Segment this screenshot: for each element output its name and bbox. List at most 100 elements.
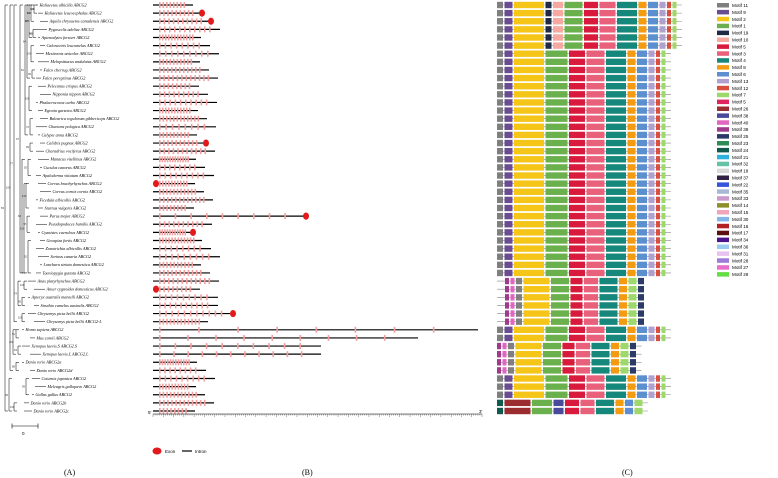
exon-block [184,164,186,171]
bootstrap-value: 99 [27,11,30,15]
motif-legend-swatch [717,127,729,132]
bootstrap-value: 97 [16,137,19,141]
motif-box [648,156,655,163]
motif-box [638,18,647,25]
motif-box [627,156,636,163]
exon-block [176,2,179,8]
motif-box [661,131,666,139]
exon-block [189,34,191,41]
motif-box [545,18,552,25]
exon-block [164,367,166,374]
exon-block [159,383,161,390]
motif-legend-swatch [717,216,729,222]
species-label: Haliaeetus leucocephalus ABCG2 [44,11,102,16]
motif-box [545,91,568,98]
motif-box [497,156,503,163]
motif-box [638,286,644,293]
motif-box [523,302,550,309]
motif-box [611,350,619,358]
motif-box [637,164,647,171]
exon-block [165,383,167,390]
motif-box [661,221,666,228]
motif-box [648,139,655,147]
motif-legend-swatch [717,106,729,111]
motif-box [569,83,585,90]
exon-block [195,391,197,398]
motif-box [497,342,501,350]
bootstrap-value: 95 [5,393,8,397]
exon-block [191,269,194,276]
exon-block [192,91,195,98]
motif-box [497,350,501,358]
motif-box [514,99,544,106]
motif-box [545,204,568,212]
species-label: Meleagris gallopavo ABCG2 [47,384,97,389]
exon-block [162,318,165,325]
exon-block [187,188,189,195]
motif-box [611,342,619,350]
exon-block [164,172,167,179]
exon-block [159,2,161,8]
species-label: Apteryx australis mantelli ABCG2 [31,295,90,300]
motif-box [514,91,544,98]
species-label: Nipponia nippon ABCG2 [52,92,95,97]
exon-block [173,115,175,122]
motif-legend-swatch [717,272,729,277]
motif-box [497,26,503,33]
motif-box [545,74,568,82]
motif-box [545,269,568,277]
motif-box [615,399,624,407]
motif-box [656,375,660,382]
motif-box [586,180,605,187]
motif-box [584,18,598,25]
exon-block [187,399,190,406]
motif-box [504,399,531,407]
exon-block [166,229,169,236]
motif-box [591,350,610,358]
exon-block [159,399,161,406]
exon-block [195,278,197,285]
exon-block [199,399,202,406]
motif-box [586,91,605,98]
motif-box [545,245,568,252]
motif-box [606,196,626,204]
motif-box [648,204,655,212]
exon-block [189,164,191,171]
motif-box [586,237,605,244]
motif-box [569,172,585,179]
motif-box [523,294,550,301]
bootstrap-value: 99 [22,385,25,389]
motif-box [627,221,636,228]
motif-legend-label: Motif 22 [732,182,749,187]
motif-box [619,294,627,301]
exon-block [180,302,182,309]
motif-box [497,367,501,374]
motif-box [627,253,636,260]
motif-box [586,269,605,277]
motif-box [586,139,605,147]
exon-block [162,391,165,398]
exon-block [176,188,179,195]
exon-block [159,318,161,325]
species-label: Ficedula albicollis ABCG2 [39,197,86,202]
motif-legend-label: Motif 8 [732,65,746,70]
motif-box [619,302,627,309]
motif-legend-label: Motif 37 [732,176,749,181]
exon-block [159,107,161,114]
motif-box [648,164,655,171]
exon-block [173,318,175,325]
exon-block [174,229,176,236]
motif-box [497,237,503,244]
motif-box [656,58,660,66]
motif-box [545,180,568,187]
motif-box [617,1,637,9]
motif-box [570,277,583,285]
large-exon [153,180,159,188]
motif-box [648,66,655,74]
species-label: Xenopus laevis.L ABCG2.L [42,352,90,357]
motif-box [637,66,647,74]
exon-block [159,286,161,293]
motif-box [523,310,550,317]
motif-box [606,164,626,171]
motif-box [659,9,666,17]
